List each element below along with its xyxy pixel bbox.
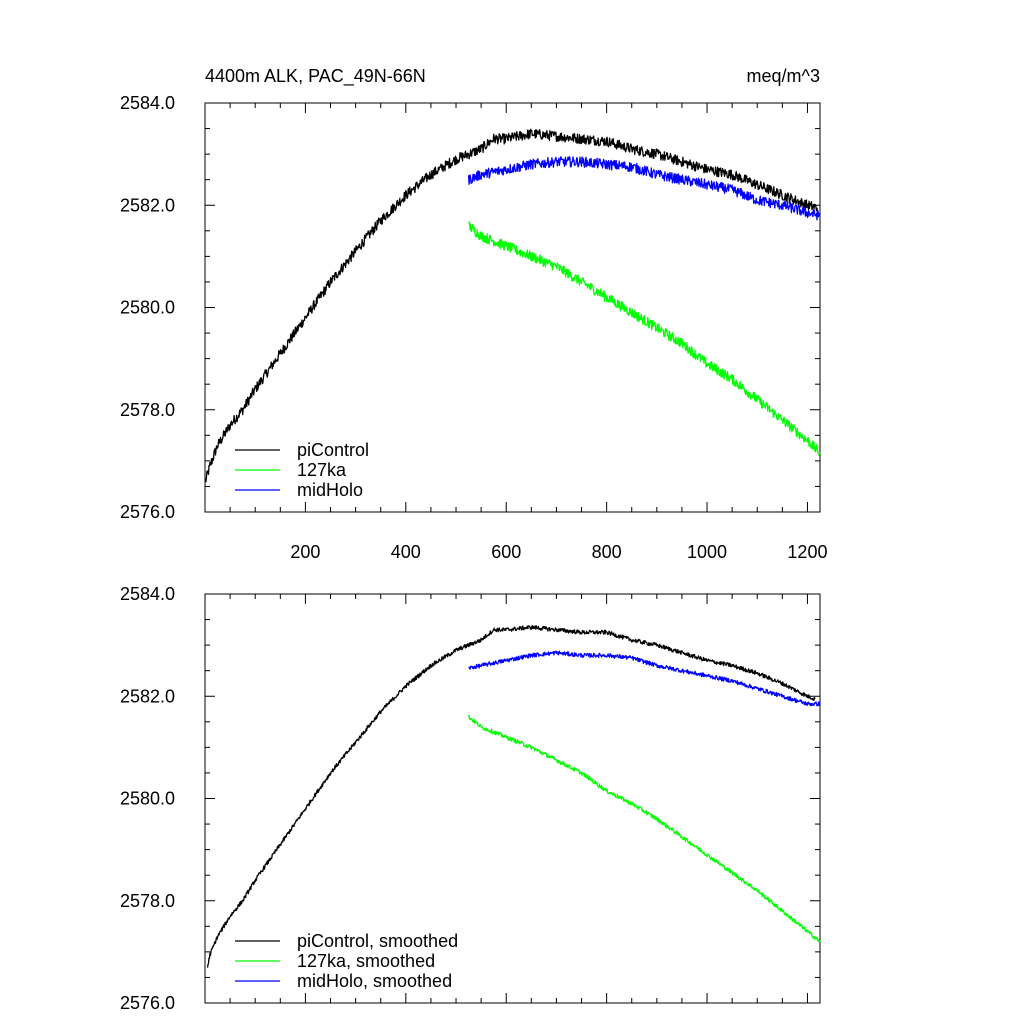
axes: 2576.0 2578.0 2580.0 2582.0 2584.0 [120,584,820,1013]
legend-label: piControl, smoothed [297,931,458,951]
y-tick-label: 2580.0 [120,789,175,809]
y-tick-label: 2582.0 [120,686,175,706]
series-line-1 [467,714,821,943]
x-tick-label: 1200 [787,542,827,562]
series-line-0 [206,624,816,968]
bottom-panel: 2576.0 2578.0 2580.0 2582.0 2584.0 piControl… [120,584,821,1013]
y-tick-label: 2576.0 [120,993,175,1013]
series-line-0 [204,128,819,483]
panel-title-right: meq/m^3 [747,66,820,86]
axes: 2576.0 2578.0 2580.0 2582.0 2584.0 200 400 600 8… [120,93,828,562]
y-tick-label: 2584.0 [120,584,175,604]
legend-label: midHolo [297,480,363,500]
x-tick-label: 200 [290,542,320,562]
y-tick-label: 2578.0 [120,400,175,420]
data-lines [206,624,821,968]
y-tick-label: 2576.0 [120,502,175,522]
x-tick-label: 800 [592,542,622,562]
series-line-2 [468,650,821,707]
panel-title-left: 4400m ALK, PAC_49N-66N [205,66,426,87]
y-tick-label: 2582.0 [120,195,175,215]
y-tick-label: 2580.0 [120,298,175,318]
data-lines [204,128,821,483]
y-tick-label: 2578.0 [120,891,175,911]
x-tick-label: 400 [391,542,421,562]
series-line-2 [467,156,821,221]
x-tick-label: 1000 [687,542,727,562]
legend-label: 127ka, smoothed [297,951,435,971]
legend-label: piControl [297,440,369,460]
top-panel: 4400m ALK, PAC_49N-66N meq/m^3 2576.0257… [120,66,828,562]
series-line-1 [468,221,821,456]
legend-label: 127ka [297,460,347,480]
x-tick-label: 600 [491,542,521,562]
legend-label: midHolo, smoothed [297,971,452,991]
y-tick-label: 2584.0 [120,93,175,113]
